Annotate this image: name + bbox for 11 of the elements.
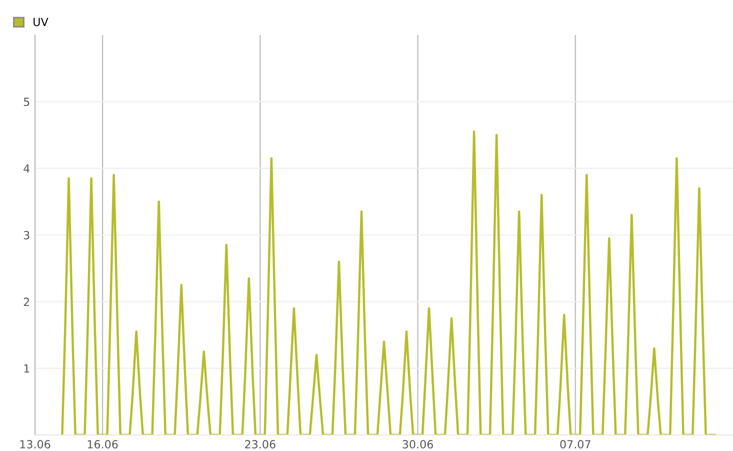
x-tick-label: 16.06 xyxy=(88,440,118,448)
x-tick-label: 23.06 xyxy=(245,440,276,448)
legend-label: UV xyxy=(34,18,48,26)
y-tick-label: 2 xyxy=(24,298,30,306)
x-tick-label: 07.07 xyxy=(560,440,590,448)
y-tick-label: 4 xyxy=(24,164,30,173)
y-tick-label: 1 xyxy=(24,364,30,373)
x-tick-label: 13.06 xyxy=(20,440,50,448)
y-tick-label: 5 xyxy=(24,98,30,106)
x-tick-label: 30.06 xyxy=(402,440,433,448)
y-tick-label: 3 xyxy=(24,230,30,240)
